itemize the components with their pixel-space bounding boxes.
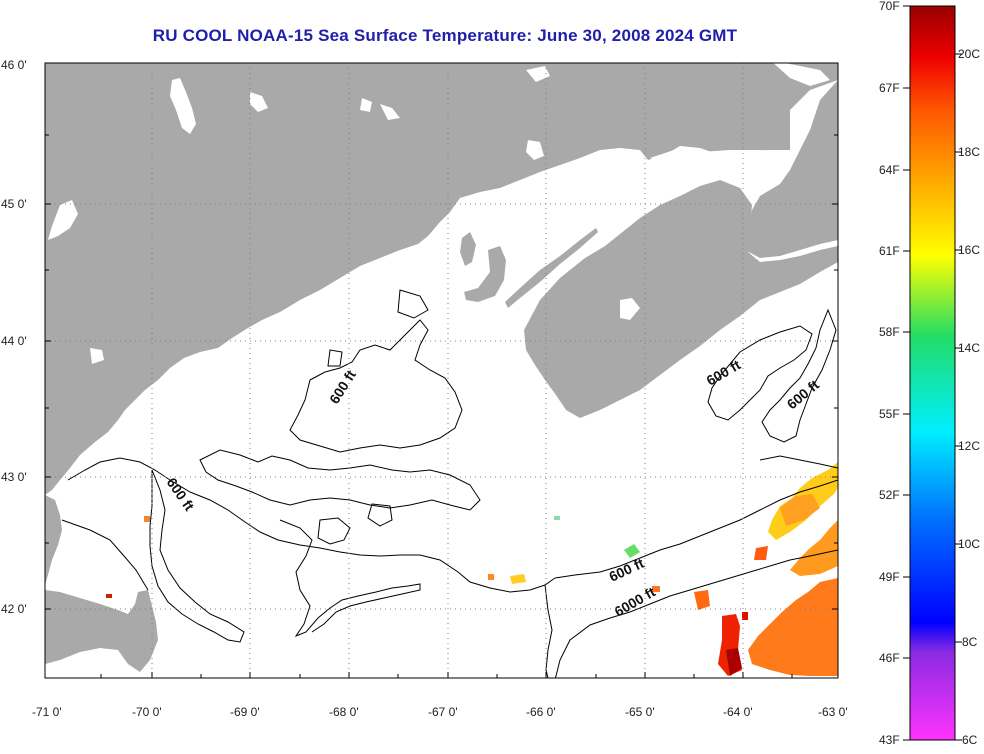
land-massachusetts [45, 495, 62, 585]
lat-label-44: 44 0' [1, 334, 27, 348]
sst-patch-orange2 [780, 494, 820, 526]
lake [48, 200, 78, 240]
sst-patch-yellow2 [510, 574, 526, 584]
lon-label-64: -64 0' [723, 705, 753, 719]
lon-label-63: -63 0' [818, 705, 848, 719]
colorbar-f-49: 49F [879, 570, 900, 584]
lake [773, 63, 830, 86]
contour-shelf [61, 519, 149, 591]
colorbar-c-16: 16C [958, 243, 980, 257]
lake [380, 104, 400, 120]
colorbar-ticks [903, 5, 962, 741]
contour-600ft-inner [289, 319, 463, 453]
graticule [45, 63, 838, 678]
lat-label-45: 45 0' [1, 197, 27, 211]
sst-patch-green2 [554, 516, 560, 520]
contour-6000ft [554, 549, 838, 678]
lon-label-69: -69 0' [230, 705, 260, 719]
lat-label-42: 42 0' [1, 602, 27, 616]
colorbar-c-20: 20C [958, 47, 980, 61]
lat-label-43: 43 0' [1, 470, 27, 484]
colorbar-c-12: 12C [958, 439, 980, 453]
lake [90, 348, 104, 364]
colorbar [909, 5, 956, 741]
colorbar-f-61: 61F [879, 244, 900, 258]
colorbar-f-52: 52F [879, 488, 900, 502]
lake [620, 298, 640, 320]
sst-patch-green [624, 544, 640, 558]
sst-patch-red2 [726, 648, 742, 676]
depth-contours [61, 289, 838, 678]
lake [526, 140, 544, 160]
colorbar-f-58: 58F [879, 325, 900, 339]
contour-600ft-ne2 [761, 308, 837, 443]
lake [360, 98, 372, 112]
colorbar-c-14: 14C [958, 341, 980, 355]
map-frame [44, 62, 839, 679]
lon-label-71: -71 0' [32, 705, 62, 719]
colorbar-f-55: 55F [879, 407, 900, 421]
contour-600ft-ne1 [707, 325, 813, 421]
contour-600ft-west [149, 469, 245, 643]
lon-label-66: -66 0' [526, 705, 556, 719]
contour-6000ft-b [544, 584, 553, 678]
sst-patch-red4 [106, 594, 112, 598]
lon-label-70: -70 0' [132, 705, 162, 719]
colorbar-c-18: 18C [958, 145, 980, 159]
sst-patch-orange6 [144, 516, 150, 522]
contour-600ft-small2 [327, 349, 343, 367]
land-island-bay [464, 246, 506, 302]
land-nova-scotia [524, 180, 838, 418]
colorbar-f-43: 43F [879, 733, 900, 747]
colorbar-f-46: 46F [879, 651, 900, 665]
contour-600ft-islands [317, 517, 351, 545]
lat-label-46: 46 0' [1, 58, 27, 72]
contour-600ft-islands2 [367, 503, 393, 527]
lon-label-67: -67 0' [428, 705, 458, 719]
axis-ticks [45, 134, 838, 678]
lon-label-68: -68 0' [329, 705, 359, 719]
colorbar-c-8: 8C [962, 635, 978, 649]
contour-600ft-mid [279, 519, 421, 638]
colorbar-f-67: 67F [879, 81, 900, 95]
land-grand-manan [460, 232, 476, 266]
water-gulf [650, 148, 790, 180]
sst-data [106, 462, 838, 676]
contour-600ft-georges [554, 479, 838, 579]
lake [526, 66, 550, 82]
colorbar-c-10: 10C [958, 537, 980, 551]
colorbar-f-70: 70F [879, 0, 900, 13]
sst-patch-orange7 [652, 586, 660, 592]
contour-600ft-ne3 [759, 455, 838, 469]
lon-label-65: -65 0' [625, 705, 655, 719]
lake [250, 92, 268, 112]
sst-patch-orange [790, 520, 838, 576]
sst-patch-warm-se [748, 578, 838, 676]
colorbar-c-6: 6C [962, 733, 978, 747]
sst-patch-orange3 [694, 590, 710, 610]
colorbar-f-64: 64F [879, 163, 900, 177]
land-cape-breton [745, 80, 838, 258]
contour-600ft-small [397, 289, 429, 319]
map-title: RU COOL NOAA-15 Sea Surface Temperature:… [152, 26, 738, 45]
sst-patch-orange4 [754, 546, 768, 560]
land-cape-cod [45, 590, 158, 672]
lake [170, 78, 196, 134]
land-digby-neck [505, 228, 598, 308]
contour-600ft-basin [199, 449, 481, 511]
land-mainland [45, 63, 838, 495]
sst-patch-orange5 [488, 574, 494, 580]
